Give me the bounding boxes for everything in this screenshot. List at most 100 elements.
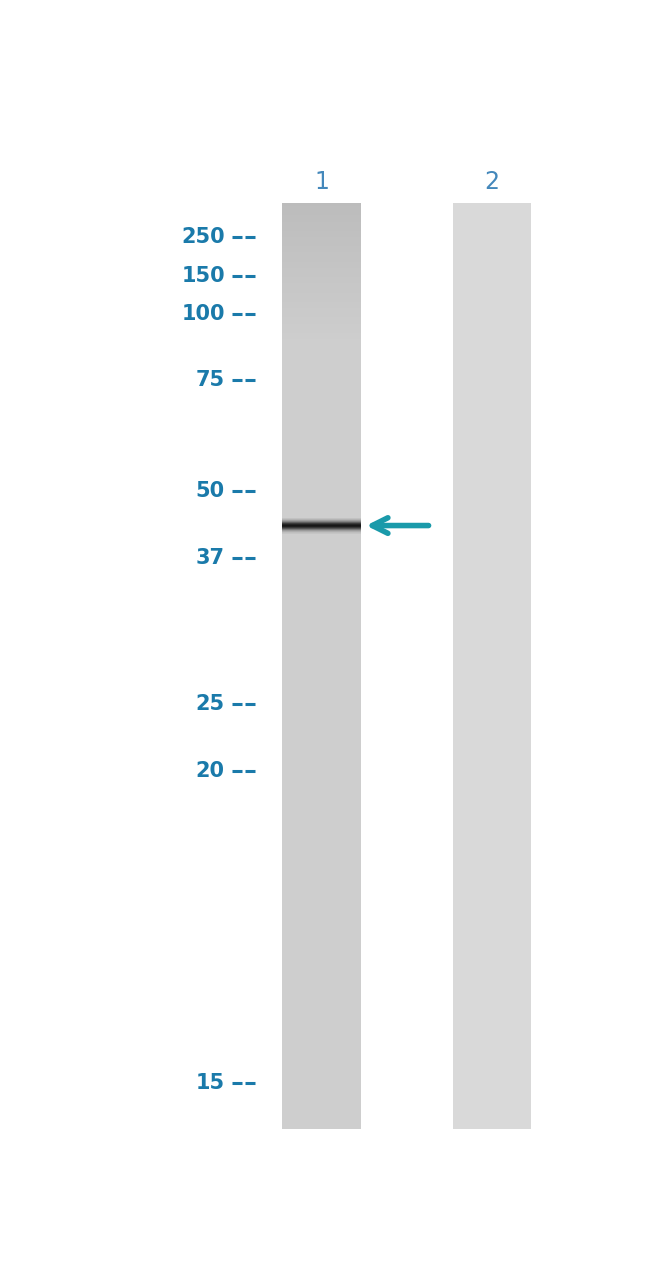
Bar — [283, 330, 361, 334]
Bar — [283, 1022, 361, 1025]
Bar — [283, 675, 361, 680]
Bar — [283, 567, 361, 571]
Bar — [283, 280, 361, 284]
Bar — [283, 277, 361, 282]
Bar — [283, 836, 361, 840]
Bar — [283, 1013, 361, 1016]
Bar — [283, 1101, 361, 1105]
Bar — [283, 250, 361, 254]
Bar — [283, 324, 361, 327]
Bar — [283, 425, 361, 429]
Bar — [283, 447, 361, 450]
Bar — [283, 602, 361, 605]
Bar — [283, 352, 361, 355]
Bar — [283, 339, 361, 343]
Bar — [283, 858, 361, 862]
Bar — [283, 690, 361, 695]
Bar — [283, 1108, 361, 1112]
Bar — [283, 1065, 361, 1068]
Bar — [283, 1018, 361, 1023]
Bar — [283, 555, 361, 560]
Bar — [283, 626, 361, 631]
Bar — [283, 824, 361, 827]
Bar — [283, 472, 361, 476]
Text: 37: 37 — [196, 548, 225, 567]
Bar — [283, 735, 361, 739]
Bar — [283, 1061, 361, 1066]
Bar — [283, 419, 361, 424]
Bar — [283, 593, 361, 596]
Bar — [283, 315, 361, 319]
Bar — [283, 302, 361, 306]
Bar — [283, 203, 361, 1129]
Bar — [283, 938, 361, 942]
Bar — [283, 595, 361, 599]
Bar — [283, 509, 361, 513]
Bar — [283, 345, 361, 349]
Bar — [283, 657, 361, 661]
Bar — [283, 950, 361, 954]
Bar — [283, 796, 361, 799]
Bar — [283, 305, 361, 310]
Bar — [283, 1056, 361, 1060]
Bar — [283, 871, 361, 874]
Bar — [283, 379, 361, 383]
Bar — [283, 968, 361, 973]
Bar — [283, 867, 361, 871]
Bar — [283, 759, 361, 763]
Bar — [283, 1003, 361, 1006]
Bar — [283, 240, 361, 244]
Bar — [283, 1034, 361, 1038]
Bar — [283, 444, 361, 448]
Bar — [283, 944, 361, 948]
Bar — [283, 731, 361, 735]
Bar — [283, 851, 361, 855]
Bar — [283, 533, 361, 538]
Bar — [283, 435, 361, 439]
Bar — [283, 978, 361, 982]
Bar — [283, 768, 361, 773]
Bar — [283, 669, 361, 674]
Text: 50: 50 — [196, 481, 225, 501]
Bar — [283, 586, 361, 590]
Bar — [283, 843, 361, 846]
Bar — [283, 981, 361, 985]
Bar — [283, 688, 361, 692]
Bar — [283, 1123, 361, 1127]
Bar — [283, 1084, 361, 1088]
Bar — [283, 638, 361, 642]
Bar — [283, 549, 361, 553]
Bar — [283, 744, 361, 747]
Bar — [283, 815, 361, 819]
Bar — [283, 1086, 361, 1090]
Bar — [283, 654, 361, 657]
Bar — [283, 806, 361, 810]
Bar — [283, 916, 361, 920]
Bar — [283, 761, 361, 766]
Bar — [283, 617, 361, 621]
Bar — [283, 582, 361, 588]
Bar — [283, 511, 361, 516]
Bar — [283, 895, 361, 898]
Bar — [283, 849, 361, 853]
Bar — [283, 1114, 361, 1118]
Bar — [283, 799, 361, 803]
Bar — [283, 386, 361, 390]
Bar — [283, 737, 361, 741]
Text: 75: 75 — [196, 371, 225, 390]
Bar — [283, 216, 361, 220]
Bar — [283, 298, 361, 303]
Bar — [283, 546, 361, 549]
Bar — [283, 716, 361, 720]
Bar — [283, 725, 361, 728]
Bar — [283, 423, 361, 426]
Bar — [283, 253, 361, 256]
Bar — [283, 907, 361, 911]
Bar — [283, 225, 361, 228]
Bar — [283, 561, 361, 565]
Bar — [283, 233, 361, 239]
Bar — [283, 450, 361, 454]
Bar — [453, 203, 531, 1129]
Bar — [283, 1095, 361, 1099]
Bar — [283, 882, 361, 887]
